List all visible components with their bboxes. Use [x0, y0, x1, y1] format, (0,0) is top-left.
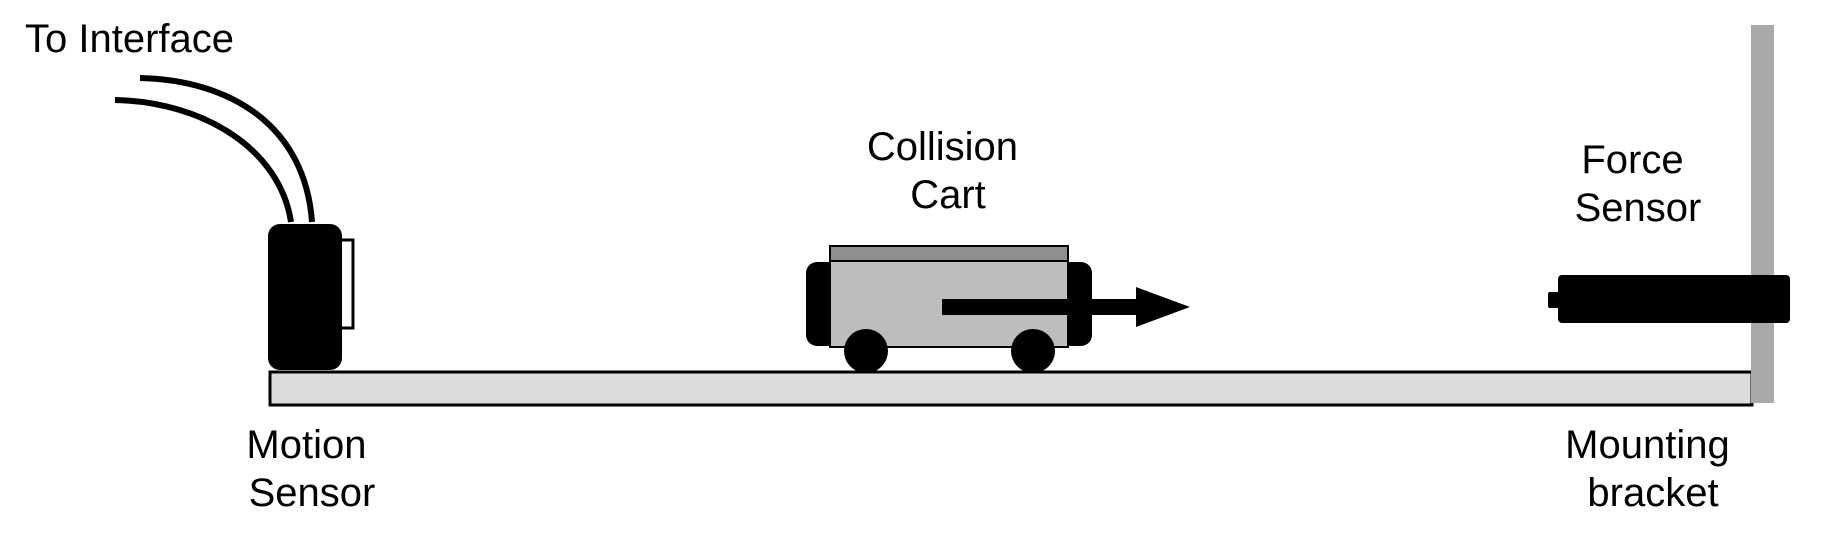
label-motion-sensor-line2: Sensor: [249, 471, 376, 515]
label-collision-cart-line2: Cart: [910, 173, 986, 217]
label-force-sensor-line1: Force: [1581, 138, 1683, 182]
label-mounting-bracket-line2: bracket: [1587, 471, 1718, 515]
cable-upper: [139, 75, 315, 223]
label-force-sensor: Force Sensor: [1575, 138, 1702, 230]
label-motion-sensor-line1: Motion: [246, 423, 366, 467]
cart-top: [829, 245, 1069, 263]
cart-wheel-right: [1011, 329, 1055, 373]
cable-lower: [114, 97, 294, 223]
force-sensor-icon: [1548, 275, 1790, 323]
label-collision-cart-line1: Collision: [867, 125, 1018, 169]
interface-cables: [114, 75, 315, 223]
arrow-right-icon: [942, 287, 1190, 327]
label-motion-sensor: Motion Sensor: [246, 423, 377, 515]
force-sensor-tip: [1548, 292, 1560, 308]
label-to-interface: To Interface: [25, 17, 234, 61]
label-mounting-bracket-line1: Mounting: [1565, 423, 1730, 467]
mounting-bracket: [1751, 25, 1774, 403]
force-sensor-body: [1558, 275, 1790, 323]
label-collision-cart: Collision Cart: [867, 125, 1029, 217]
label-mounting-bracket: Mounting bracket: [1565, 423, 1741, 515]
arrow-head: [1136, 287, 1190, 327]
motion-sensor-icon: [268, 224, 355, 370]
arrow-shaft: [942, 299, 1142, 315]
track: [268, 370, 1754, 407]
label-force-sensor-line2: Sensor: [1575, 186, 1702, 230]
motion-sensor-body: [268, 224, 342, 370]
cart-wheel-left: [844, 329, 888, 373]
